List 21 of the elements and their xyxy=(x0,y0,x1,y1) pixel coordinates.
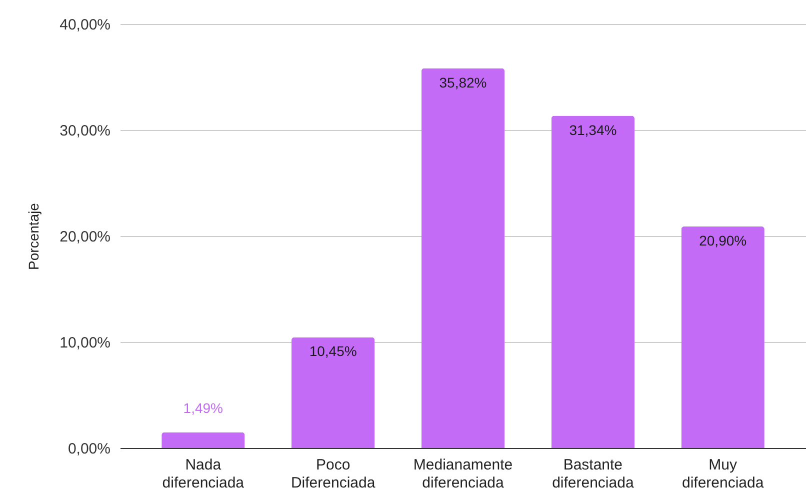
x-tick-label: Bastante diferenciada xyxy=(552,456,634,491)
bar xyxy=(551,116,634,448)
data-label: 31,34% xyxy=(569,122,617,138)
y-tick-label: 30,00% xyxy=(60,122,110,140)
y-tick-label: 40,00% xyxy=(60,16,110,34)
data-label: 20,90% xyxy=(699,232,747,248)
x-tick-label: Muy diferenciada xyxy=(682,456,764,491)
y-tick-label: 0,00% xyxy=(68,440,110,458)
x-tick-label: Poco Diferenciada xyxy=(290,456,376,491)
bar xyxy=(421,68,505,448)
bar xyxy=(681,226,764,448)
y-tick-label: 10,00% xyxy=(60,334,110,352)
bar xyxy=(292,337,375,448)
bar xyxy=(162,432,245,448)
data-label: 1,49% xyxy=(183,400,224,416)
y-axis-title: Porcentaje xyxy=(26,202,42,270)
data-label: 35,82% xyxy=(439,74,487,90)
y-tick-label: 20,00% xyxy=(60,228,110,246)
x-tick-label: Nada diferenciada xyxy=(162,456,245,491)
data-label: 10,45% xyxy=(309,343,357,360)
x-tick-label: Medianamente diferenciada xyxy=(413,456,513,491)
